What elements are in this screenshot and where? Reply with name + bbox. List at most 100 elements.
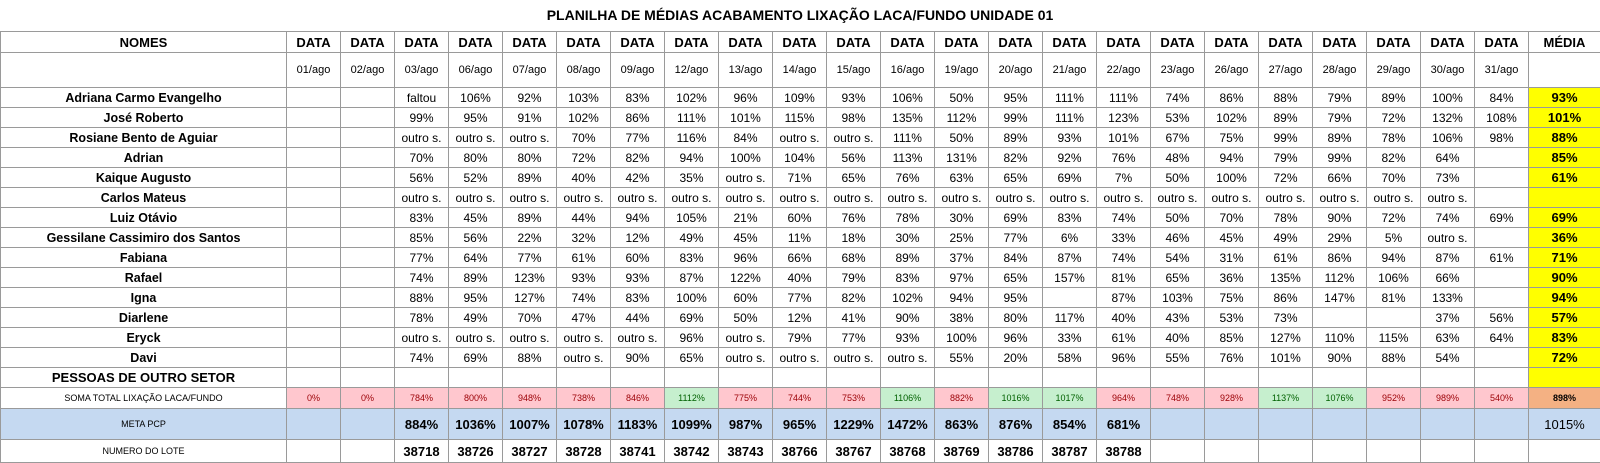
value-cell[interactable]: 103% bbox=[557, 88, 611, 108]
value-cell[interactable]: 84% bbox=[989, 248, 1043, 268]
value-cell[interactable]: 86% bbox=[1205, 88, 1259, 108]
value-cell[interactable] bbox=[341, 148, 395, 168]
value-cell[interactable]: 40% bbox=[557, 168, 611, 188]
lot-cell[interactable]: 38787 bbox=[1043, 440, 1097, 463]
meta-cell[interactable] bbox=[1205, 409, 1259, 440]
value-cell[interactable] bbox=[1475, 368, 1529, 388]
header-data[interactable]: DATA bbox=[1097, 32, 1151, 53]
value-cell[interactable] bbox=[503, 368, 557, 388]
section-label[interactable]: PESSOAS DE OUTRO SETOR bbox=[1, 368, 287, 388]
average-cell[interactable]: 85% bbox=[1529, 148, 1600, 168]
value-cell[interactable]: outro s. bbox=[1259, 188, 1313, 208]
header-data[interactable]: DATA bbox=[1205, 32, 1259, 53]
value-cell[interactable]: 88% bbox=[1259, 88, 1313, 108]
value-cell[interactable] bbox=[1475, 228, 1529, 248]
value-cell[interactable]: 56% bbox=[827, 148, 881, 168]
value-cell[interactable]: 70% bbox=[1205, 208, 1259, 228]
meta-cell[interactable] bbox=[1313, 409, 1367, 440]
total-cell[interactable]: 952% bbox=[1367, 388, 1421, 409]
lot-label[interactable]: NUMERO DO LOTE bbox=[1, 440, 287, 463]
header-data[interactable]: DATA bbox=[1475, 32, 1529, 53]
value-cell[interactable]: 44% bbox=[611, 308, 665, 328]
value-cell[interactable] bbox=[287, 148, 341, 168]
employee-name[interactable]: Eryck bbox=[1, 328, 287, 348]
value-cell[interactable]: 41% bbox=[827, 308, 881, 328]
value-cell[interactable] bbox=[341, 308, 395, 328]
value-cell[interactable]: 102% bbox=[881, 288, 935, 308]
value-cell[interactable] bbox=[881, 368, 935, 388]
value-cell[interactable]: outro s. bbox=[557, 348, 611, 368]
value-cell[interactable]: 77% bbox=[827, 328, 881, 348]
header-data[interactable]: DATA bbox=[665, 32, 719, 53]
value-cell[interactable]: outro s. bbox=[665, 188, 719, 208]
value-cell[interactable]: 30% bbox=[881, 228, 935, 248]
average-cell[interactable]: 71% bbox=[1529, 248, 1600, 268]
value-cell[interactable] bbox=[1259, 368, 1313, 388]
value-cell[interactable]: 96% bbox=[665, 328, 719, 348]
lot-cell[interactable] bbox=[1475, 440, 1529, 463]
value-cell[interactable]: 33% bbox=[1043, 328, 1097, 348]
value-cell[interactable]: 101% bbox=[719, 108, 773, 128]
average-cell[interactable]: 90% bbox=[1529, 268, 1600, 288]
value-cell[interactable] bbox=[287, 228, 341, 248]
total-cell[interactable]: 753% bbox=[827, 388, 881, 409]
value-cell[interactable]: 94% bbox=[935, 288, 989, 308]
value-cell[interactable]: 111% bbox=[881, 128, 935, 148]
employee-name[interactable]: Rosiane Bento de Aguiar bbox=[1, 128, 287, 148]
lot-cell[interactable] bbox=[1205, 440, 1259, 463]
lot-cell[interactable] bbox=[1151, 440, 1205, 463]
value-cell[interactable]: 90% bbox=[611, 348, 665, 368]
lot-cell[interactable]: 38728 bbox=[557, 440, 611, 463]
meta-label[interactable]: META PCP bbox=[1, 409, 287, 440]
value-cell[interactable]: 106% bbox=[1421, 128, 1475, 148]
value-cell[interactable]: 123% bbox=[1097, 108, 1151, 128]
value-cell[interactable]: 102% bbox=[665, 88, 719, 108]
value-cell[interactable]: 29% bbox=[1313, 228, 1367, 248]
lot-cell[interactable] bbox=[1421, 440, 1475, 463]
value-cell[interactable]: 90% bbox=[1313, 348, 1367, 368]
value-cell[interactable]: 83% bbox=[881, 268, 935, 288]
value-cell[interactable]: 133% bbox=[1421, 288, 1475, 308]
value-cell[interactable]: 47% bbox=[557, 308, 611, 328]
value-cell[interactable]: 43% bbox=[1151, 308, 1205, 328]
value-cell[interactable]: 135% bbox=[1259, 268, 1313, 288]
value-cell[interactable]: 109% bbox=[773, 88, 827, 108]
value-cell[interactable]: 87% bbox=[1043, 248, 1097, 268]
value-cell[interactable]: outro s. bbox=[611, 188, 665, 208]
total-cell[interactable]: 964% bbox=[1097, 388, 1151, 409]
total-cell[interactable]: 1112% bbox=[665, 388, 719, 409]
header-data[interactable]: DATA bbox=[719, 32, 773, 53]
value-cell[interactable]: 37% bbox=[935, 248, 989, 268]
value-cell[interactable] bbox=[287, 128, 341, 148]
value-cell[interactable]: 100% bbox=[935, 328, 989, 348]
value-cell[interactable] bbox=[1475, 148, 1529, 168]
value-cell[interactable] bbox=[341, 188, 395, 208]
value-cell[interactable]: 56% bbox=[1475, 308, 1529, 328]
meta-cell[interactable]: 965% bbox=[773, 409, 827, 440]
value-cell[interactable] bbox=[1475, 348, 1529, 368]
header-data[interactable]: DATA bbox=[827, 32, 881, 53]
meta-cell[interactable] bbox=[1475, 409, 1529, 440]
lot-cell[interactable]: 38788 bbox=[1097, 440, 1151, 463]
value-cell[interactable]: outro s. bbox=[395, 188, 449, 208]
value-cell[interactable]: 92% bbox=[1043, 148, 1097, 168]
total-cell[interactable]: 928% bbox=[1205, 388, 1259, 409]
value-cell[interactable] bbox=[341, 348, 395, 368]
meta-cell[interactable] bbox=[1367, 409, 1421, 440]
total-cell[interactable]: 748% bbox=[1151, 388, 1205, 409]
value-cell[interactable]: outro s. bbox=[881, 348, 935, 368]
value-cell[interactable]: 50% bbox=[1151, 208, 1205, 228]
value-cell[interactable]: 69% bbox=[1475, 208, 1529, 228]
value-cell[interactable]: 90% bbox=[1313, 208, 1367, 228]
value-cell[interactable]: 42% bbox=[611, 168, 665, 188]
value-cell[interactable]: 100% bbox=[665, 288, 719, 308]
meta-cell[interactable]: 1099% bbox=[665, 409, 719, 440]
value-cell[interactable]: 94% bbox=[611, 208, 665, 228]
value-cell[interactable]: 108% bbox=[1475, 108, 1529, 128]
value-cell[interactable]: 83% bbox=[611, 88, 665, 108]
lot-cell[interactable]: 38768 bbox=[881, 440, 935, 463]
value-cell[interactable]: 88% bbox=[395, 288, 449, 308]
value-cell[interactable]: outro s. bbox=[611, 328, 665, 348]
header-data[interactable]: DATA bbox=[989, 32, 1043, 53]
header-data[interactable]: DATA bbox=[1367, 32, 1421, 53]
